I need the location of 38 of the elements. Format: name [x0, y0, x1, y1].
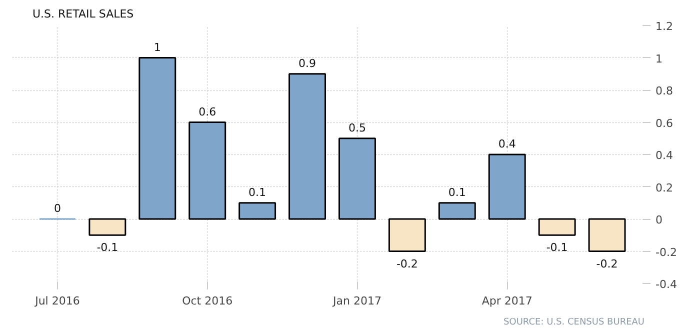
- bar: [288, 73, 326, 220]
- data-label: 0.9: [298, 56, 316, 70]
- data-label: 0.5: [348, 121, 366, 134]
- data-label: 0: [54, 202, 61, 215]
- y-tick-label: 1: [656, 52, 662, 66]
- data-label: 0.1: [248, 186, 266, 199]
- x-tick-label: Oct 2016: [182, 294, 233, 308]
- data-label: -0.2: [396, 257, 418, 270]
- data-label: -0.1: [546, 241, 568, 254]
- y-tick-label: 0.2: [656, 181, 673, 194]
- bar: [88, 218, 126, 236]
- y-tick-label: -0.2: [656, 246, 677, 259]
- data-label: 0.1: [448, 186, 466, 199]
- bar: [338, 138, 376, 220]
- x-tick-label: Apr 2017: [482, 294, 532, 308]
- x-tick-label: Jul 2016: [34, 294, 80, 308]
- bar: [388, 218, 426, 252]
- data-label: 0.6: [198, 105, 216, 118]
- y-tick-label: 0.8: [656, 84, 673, 98]
- bar: [138, 57, 176, 220]
- bar: [588, 218, 626, 252]
- y-tick-label: 0.4: [656, 149, 673, 162]
- source-note: SOURCE: U.S. CENSUS BUREAU: [504, 318, 645, 328]
- bar: [238, 202, 276, 220]
- y-tick-label: 1.2: [656, 20, 673, 33]
- data-label: -0.2: [596, 257, 618, 270]
- bar: [488, 154, 526, 220]
- y-tick-label: -0.4: [656, 278, 677, 291]
- chart-title: U.S. RETAIL SALES: [32, 8, 134, 20]
- data-label: 1: [154, 40, 161, 54]
- y-tick-label: 0: [656, 214, 662, 226]
- data-label: 0.4: [498, 138, 516, 150]
- y-tick-label: 0.6: [656, 116, 673, 130]
- data-label: -0.1: [96, 241, 118, 254]
- x-tick-label: Jan 2017: [332, 294, 382, 308]
- bar: [438, 202, 476, 220]
- bar: [188, 122, 226, 220]
- bar: [538, 218, 576, 236]
